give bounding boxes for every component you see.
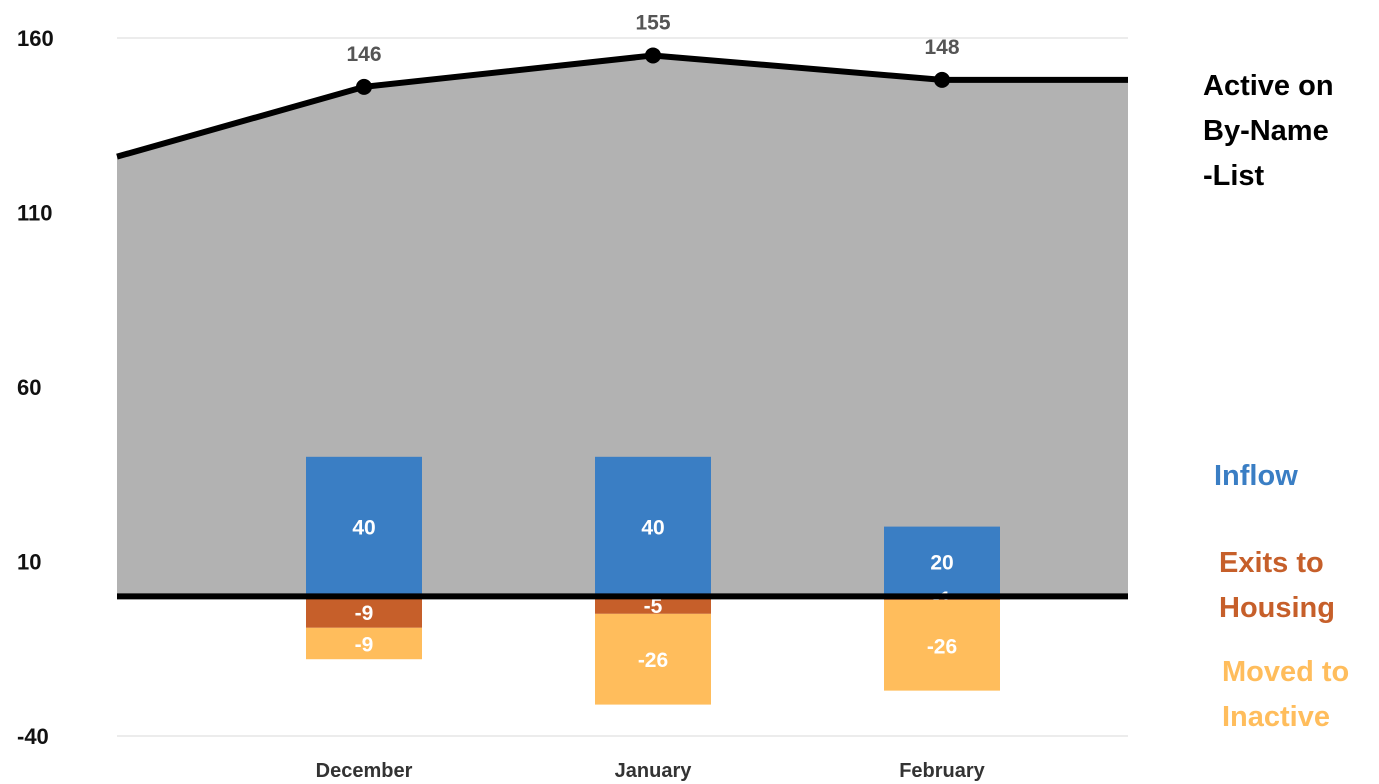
legend-exits-line-2: Housing bbox=[1219, 592, 1335, 624]
active-point bbox=[934, 71, 950, 88]
legend-moved: Moved to Inactive bbox=[1222, 650, 1349, 740]
bar-inflow-label: 40 bbox=[352, 517, 375, 540]
bar-exits bbox=[595, 596, 711, 614]
bar-exits-label: -5 bbox=[644, 595, 663, 618]
y-axis: 160 110 60 10 -40 bbox=[17, 26, 54, 749]
y-tick-label: -40 bbox=[17, 724, 49, 749]
legend-active-line-3: -List bbox=[1203, 160, 1265, 192]
bar-exits bbox=[306, 596, 422, 628]
bar-moved bbox=[884, 599, 1000, 691]
legend-exits-line-1: Exits to bbox=[1219, 547, 1324, 579]
x-category-label: December bbox=[316, 760, 413, 782]
legend-active-line-1: Active on bbox=[1203, 70, 1334, 102]
active-line: 146 155 148 bbox=[116, 11, 1128, 160]
active-point bbox=[645, 47, 661, 64]
bar-moved-label: -26 bbox=[927, 635, 957, 658]
bar-inflow bbox=[884, 526, 1000, 597]
y-tick-label: 160 bbox=[17, 26, 54, 51]
x-axis: December January February bbox=[316, 760, 986, 782]
y-tick-label: 10 bbox=[17, 550, 41, 575]
legend-moved-line-2: Inactive bbox=[1222, 701, 1330, 733]
bar-inflow bbox=[595, 456, 711, 597]
legend-active: Active on By-Name -List bbox=[1203, 64, 1334, 199]
active-point bbox=[356, 78, 372, 95]
bar-moved-label: -26 bbox=[638, 649, 668, 672]
bar-moved bbox=[306, 627, 422, 660]
x-category-label: January bbox=[615, 760, 693, 782]
x-category-label: February bbox=[899, 760, 985, 782]
legend-moved-line-1: Moved to bbox=[1222, 656, 1350, 688]
legend-inflow-line-1: Inflow bbox=[1214, 460, 1298, 492]
bar-inflow bbox=[306, 456, 422, 597]
y-tick-label: 60 bbox=[17, 375, 41, 400]
bar-moved bbox=[595, 613, 711, 705]
active-point-label: 155 bbox=[635, 11, 670, 34]
bar-inflow-label: 20 bbox=[930, 552, 953, 575]
legend-active-line-2: By-Name bbox=[1203, 115, 1329, 147]
legend-inflow: Inflow bbox=[1214, 454, 1298, 499]
bar-exits-label: -9 bbox=[355, 602, 374, 625]
legend-exits: Exits to Housing bbox=[1219, 541, 1335, 631]
active-point-label: 148 bbox=[924, 36, 959, 59]
bar-inflow-label: 40 bbox=[641, 517, 664, 540]
y-tick-label: 110 bbox=[17, 201, 53, 226]
active-point-label: 146 bbox=[346, 43, 381, 66]
bar-moved-label: -9 bbox=[355, 634, 374, 657]
